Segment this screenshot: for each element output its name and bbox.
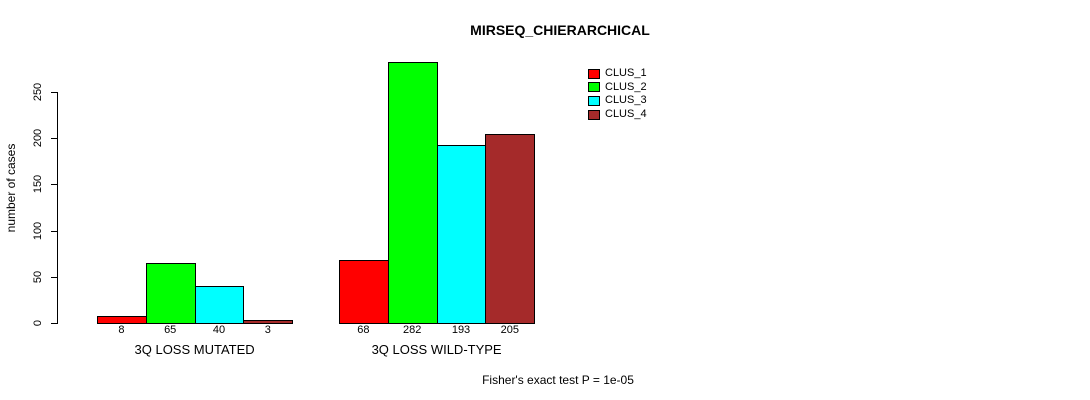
legend-color-swatch	[588, 82, 600, 93]
legend-color-swatch	[588, 109, 600, 120]
y-axis-tick-label: 0	[32, 319, 44, 327]
bar-clus_3-3q-loss-mutated	[194, 286, 245, 324]
chart-title: MIRSEQ_CHIERARCHICAL	[470, 22, 650, 38]
bar-clus_1-3q-loss-wild-type	[339, 260, 389, 324]
legend-item: CLUS_2	[588, 80, 647, 93]
bar-clus_1-3q-loss-mutated	[97, 315, 147, 324]
y-axis-tick-label: 50	[32, 270, 44, 283]
legend-label: CLUS_4	[605, 108, 647, 121]
bar-clus_4-3q-loss-mutated	[243, 320, 294, 324]
legend-item: CLUS_4	[588, 109, 647, 120]
y-axis-tick-label: 150	[32, 175, 44, 194]
y-axis-tick-label: 100	[32, 221, 44, 240]
bar-value-label: 68	[357, 324, 370, 336]
legend-label: CLUS_3	[605, 94, 647, 107]
bar-clus_2-3q-loss-wild-type	[387, 62, 438, 324]
x-group-label: 3Q LOSS WILD-TYPE	[371, 342, 502, 357]
bar-clus_3-3q-loss-wild-type	[436, 144, 487, 324]
bar-value-label: 282	[403, 324, 422, 336]
legend-item: CLUS_1	[588, 68, 647, 79]
bar-clus_4-3q-loss-wild-type	[485, 133, 536, 324]
footnote-fisher-test: Fisher's exact test P = 1e-05	[482, 373, 634, 387]
y-axis-tick	[51, 138, 58, 139]
bar-value-label: 193	[451, 324, 471, 336]
y-axis-tick-label: 250	[32, 82, 44, 102]
y-axis-label: number of cases	[4, 143, 18, 233]
y-axis-line	[57, 92, 58, 324]
y-axis-tick-label: 200	[32, 129, 44, 148]
y-axis-tick	[51, 323, 58, 324]
y-axis-tick	[51, 277, 58, 278]
bar-value-label: 65	[164, 324, 177, 336]
bar-value-label: 8	[118, 324, 125, 336]
bar-value-label: 205	[500, 324, 519, 336]
legend-label: CLUS_1	[605, 67, 647, 79]
legend-item: CLUS_3	[588, 95, 647, 106]
y-axis-tick	[51, 92, 58, 93]
legend-color-swatch	[588, 68, 600, 79]
bar-value-label: 3	[264, 324, 271, 336]
bar-value-label: 40	[212, 324, 226, 336]
y-axis-tick	[51, 231, 58, 232]
bar-clus_2-3q-loss-mutated	[145, 262, 196, 324]
legend-label: CLUS_2	[605, 80, 647, 93]
x-group-label: 3Q LOSS MUTATED	[134, 342, 255, 357]
legend-color-swatch	[588, 95, 600, 106]
y-axis-tick	[51, 184, 58, 185]
